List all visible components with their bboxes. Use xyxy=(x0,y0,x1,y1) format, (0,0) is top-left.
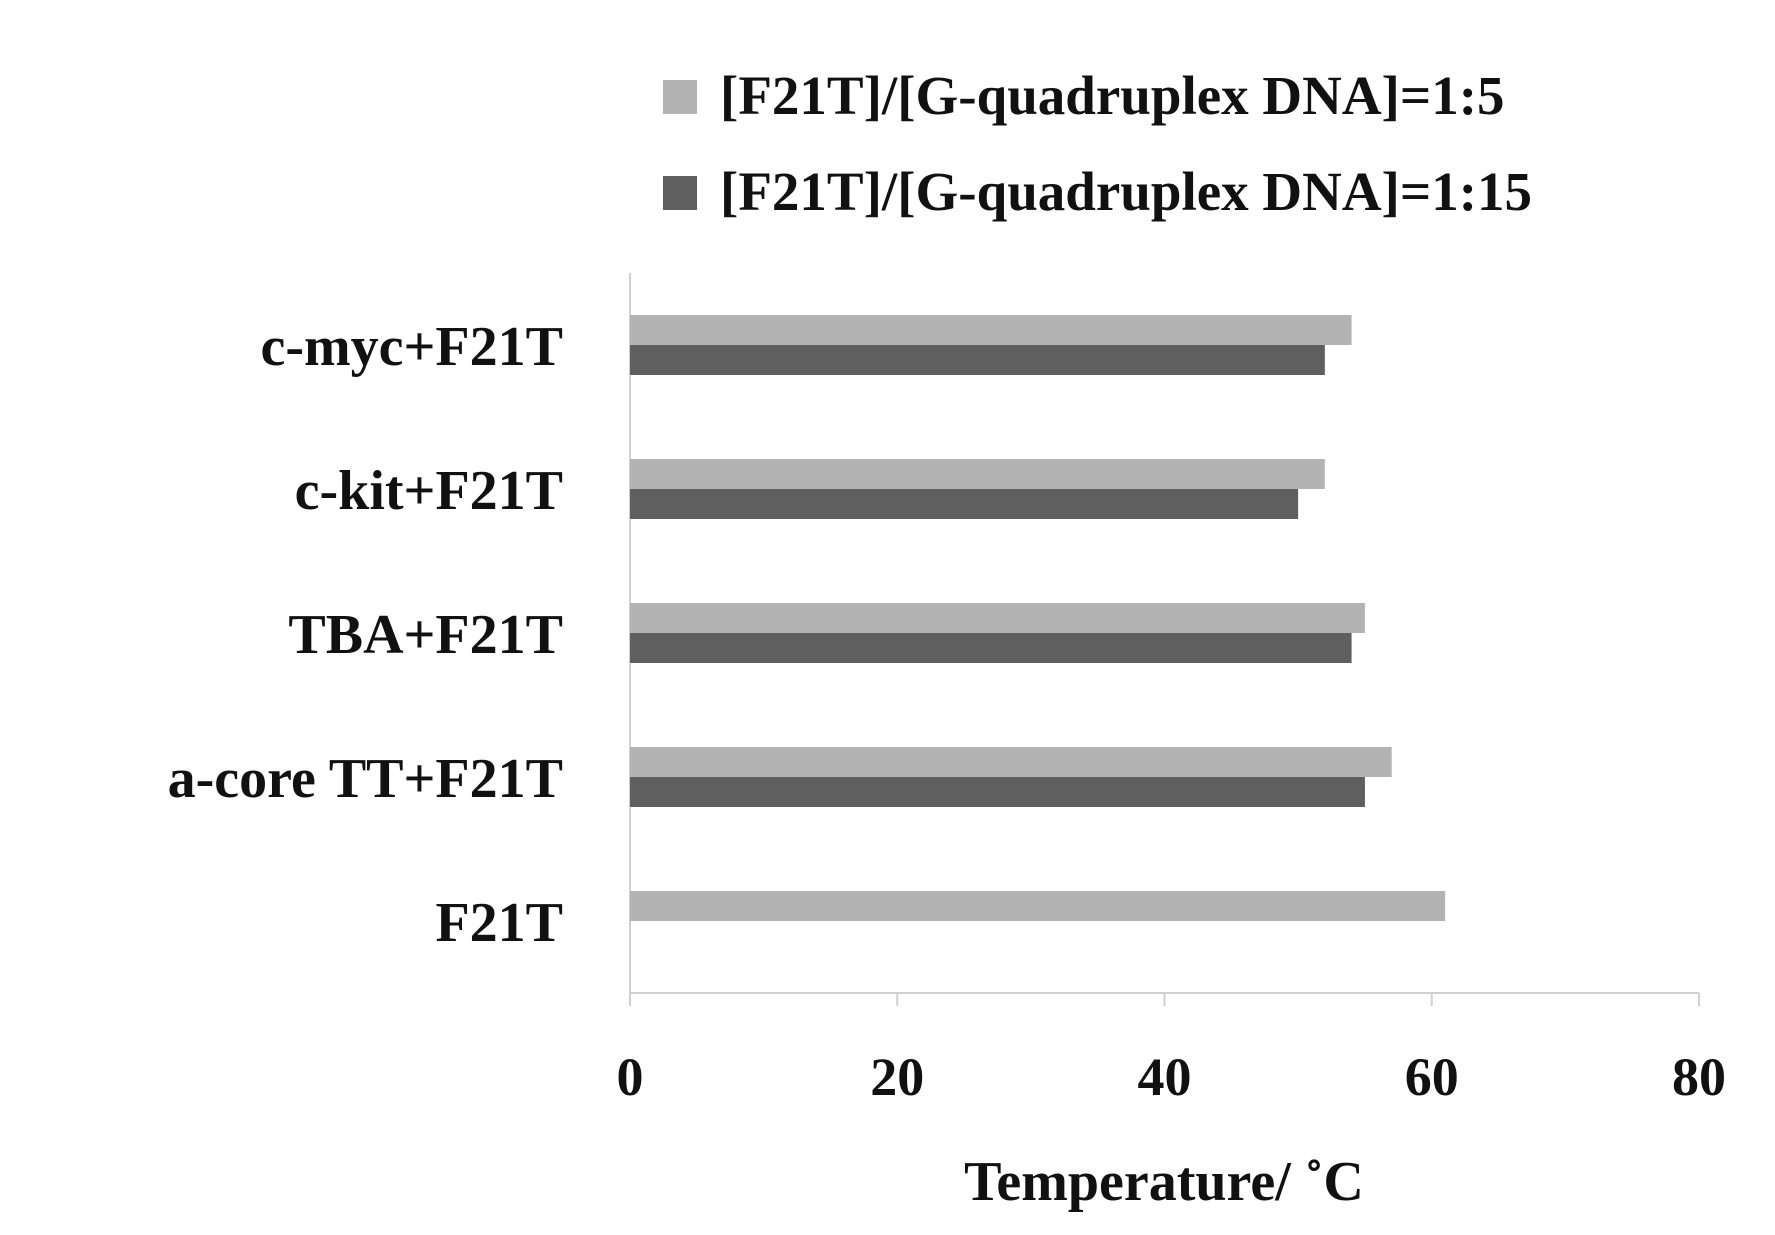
bar xyxy=(630,891,1446,921)
bar xyxy=(630,489,1299,519)
bar xyxy=(630,603,1365,633)
x-tick-label: 0 xyxy=(617,1047,644,1107)
y-tick-label: F21T xyxy=(435,892,563,954)
bar xyxy=(630,633,1352,663)
y-tick-label: c-kit+F21T xyxy=(295,460,563,522)
bar xyxy=(630,459,1325,489)
bar xyxy=(630,747,1392,777)
bar xyxy=(630,777,1365,807)
y-tick-label: c-myc+F21T xyxy=(261,316,563,378)
x-tick-label: 80 xyxy=(1672,1047,1726,1107)
legend-swatch xyxy=(663,176,697,210)
y-tick-label: TBA+F21T xyxy=(288,604,563,666)
legend-swatch xyxy=(663,80,697,114)
legend-label: [F21T]/[G-quadruplex DNA]=1:15 xyxy=(720,161,1532,222)
x-axis-title: Temperature/ ˚C xyxy=(964,1151,1364,1213)
x-tick-label: 20 xyxy=(870,1047,924,1107)
y-tick-label: a-core TT+F21T xyxy=(168,748,563,810)
bar xyxy=(630,315,1352,345)
x-tick-label: 60 xyxy=(1405,1047,1459,1107)
x-tick-label: 40 xyxy=(1138,1047,1192,1107)
legend-label: [F21T]/[G-quadruplex DNA]=1:5 xyxy=(720,65,1505,126)
bar xyxy=(630,345,1325,375)
